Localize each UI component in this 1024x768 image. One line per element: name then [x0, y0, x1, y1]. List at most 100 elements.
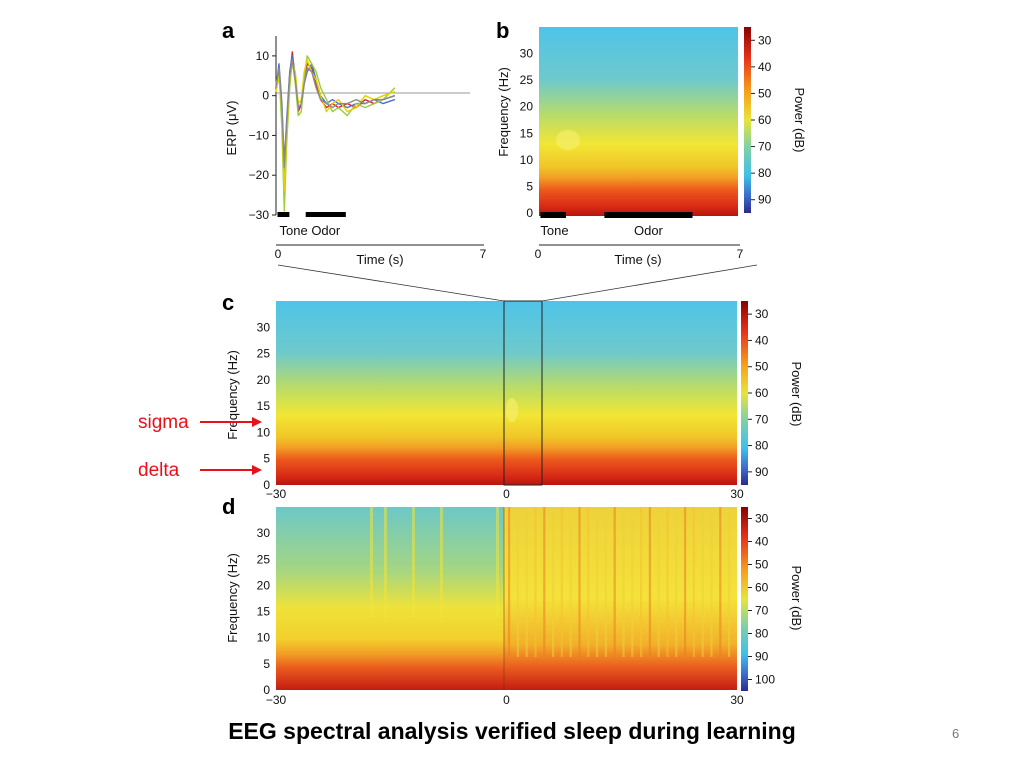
panel-d-streak	[508, 507, 511, 657]
panel-b-colorbar-tick-label: 80	[758, 166, 772, 180]
panel-a-series-lines	[275, 51, 396, 212]
panel-d-streak	[384, 507, 387, 617]
panel-b-ytick-label: 25	[520, 73, 534, 87]
panel-b-colorbar-tick-label: 40	[758, 60, 772, 74]
panel-d-streak	[666, 507, 669, 657]
panel-b-events: Tone Odor	[540, 212, 693, 238]
panel-b-ytick-label: 5	[526, 179, 533, 193]
panel-b-xtick-0: 0	[535, 247, 542, 261]
panel-d-streak	[596, 507, 599, 657]
panel-d-ylabel: Frequency (Hz)	[225, 553, 240, 643]
annotation-sigma-arrowhead	[252, 417, 262, 427]
panel-d-streak	[496, 507, 499, 617]
panel-d-streak	[578, 507, 581, 657]
panel-c-colorbar-label: Power (dB)	[789, 361, 804, 426]
panel-a-y-ticks: 10 0 −10 −20 −30	[249, 49, 276, 222]
panel-b-ylabel: Frequency (Hz)	[496, 67, 511, 157]
panel-c-colorbar-tick-label: 80	[755, 439, 769, 453]
panel-d-streak	[552, 507, 555, 657]
panel-a-erp-line-5	[275, 59, 396, 168]
panel-c-xtick-label: 30	[730, 487, 744, 501]
panel-c-zoom-window	[503, 300, 543, 486]
annotation-delta-arrowhead	[252, 465, 262, 475]
panel-d-colorbar-tick-label: 30	[755, 512, 769, 526]
panel-a-events: Tone Odor	[277, 212, 346, 238]
panel-d-streak	[692, 507, 695, 657]
panel-c-ylabel: Frequency (Hz)	[225, 350, 240, 440]
panel-a-event-bar-tone	[277, 212, 290, 217]
panel-b-colorbar-tick-label: 70	[758, 140, 772, 154]
panel-d-colorbar-tick-label: 50	[755, 558, 769, 572]
panel-d-streak	[412, 507, 415, 617]
panel-b-colorbar-tick-label: 50	[758, 86, 772, 100]
panel-c-ytick-label: 25	[257, 347, 271, 361]
slide-title: EEG spectral analysis verified sleep dur…	[228, 718, 796, 744]
panel-d-ytick-label: 5	[263, 657, 270, 671]
panel-a-event-label-odor: Odor	[311, 223, 341, 238]
panel-b-event-label-odor: Odor	[634, 223, 664, 238]
panel-d-ytick-label: 20	[257, 578, 271, 592]
panel-d-streak	[719, 507, 722, 657]
panel-b-xlabel: Time (s)	[614, 252, 661, 267]
panel-c-ytick-label: 10	[257, 425, 271, 439]
panel-d-streak	[604, 507, 607, 657]
panel-a-event-bar-odor	[305, 212, 346, 217]
panel-d-colorbar	[741, 507, 748, 691]
panel-b-letter: b	[496, 18, 509, 43]
panel-d-streaks	[370, 507, 731, 657]
annotation-sigma-label: sigma	[138, 412, 189, 433]
panel-b-ytick-label: 0	[526, 206, 533, 220]
panel-d-y-ticks: 30 25 20 15 10 5 0	[257, 526, 271, 697]
panel-d-streak	[525, 507, 528, 657]
panel-c-colorbar-tick-label: 60	[755, 386, 769, 400]
panel-d-streak	[587, 507, 590, 657]
panel-a-letter: a	[222, 18, 235, 43]
panel-a-event-label-tone: Tone	[279, 223, 307, 238]
panel-d-xtick-label: 0	[503, 693, 510, 707]
panel-b-spectrogram	[539, 27, 738, 216]
panel-d-streak	[569, 507, 572, 657]
panel-d-spectrogram-left	[276, 507, 504, 690]
panel-b-ytick-label: 30	[520, 47, 534, 61]
panel-d-ytick-label: 10	[257, 631, 271, 645]
panel-b-event-bar-tone	[540, 212, 567, 218]
panel-d-colorbar-tick-label: 90	[755, 650, 769, 664]
panel-d-streak	[613, 507, 616, 657]
annotation-sigma: sigma	[138, 412, 262, 433]
panel-d-streak	[622, 507, 625, 657]
panel-d-ytick-label: 25	[257, 552, 271, 566]
panel-d-letter: d	[222, 494, 235, 519]
panel-a-ytick-label: −10	[249, 128, 270, 142]
panel-b-colorbar	[744, 27, 751, 213]
zoom-connector-left	[277, 264, 505, 302]
panel-a-ytick-label: −20	[249, 168, 270, 182]
panel-b-ytick-label: 20	[520, 100, 534, 114]
panel-b-y-ticks: 30 25 20 15 10 5 0	[520, 47, 534, 220]
panel-b-ytick-label: 15	[520, 126, 534, 140]
panel-c-colorbar-tick-label: 40	[755, 333, 769, 347]
panel-c-colorbar-ticks: 30 40 50 60 70 80 90	[748, 307, 769, 479]
panel-c-colorbar	[741, 301, 748, 485]
zoom-connector-right	[541, 264, 758, 302]
panel-c-x-ticks: −30 0 30	[266, 487, 744, 501]
panel-a-erp-line-4	[275, 59, 396, 192]
panel-a: 10 0 −10 −20 −30 ERP (μV) Tone Odor 0 7 Time …	[224, 36, 487, 267]
panel-d-streak	[370, 507, 373, 617]
panel-c-ytick-label: 20	[257, 373, 271, 387]
panel-d-colorbar-tick-label: 40	[755, 535, 769, 549]
panel-c-colorbar-tick-label: 30	[755, 307, 769, 321]
panel-d-streak	[701, 507, 704, 657]
panel-a-erp-line-3	[275, 55, 396, 212]
panel-d-streak	[728, 507, 731, 657]
panel-d-xtick-label: 30	[730, 693, 744, 707]
panel-a-ytick-label: −30	[249, 208, 270, 222]
panel-b-colorbar-tick-label: 60	[758, 113, 772, 127]
panel-b-colorbar-label: Power (dB)	[792, 87, 807, 152]
panel-d-spectrogram-right	[504, 507, 737, 690]
panel-d-streak	[631, 507, 634, 657]
panel-d-colorbar-tick-label: 80	[755, 627, 769, 641]
